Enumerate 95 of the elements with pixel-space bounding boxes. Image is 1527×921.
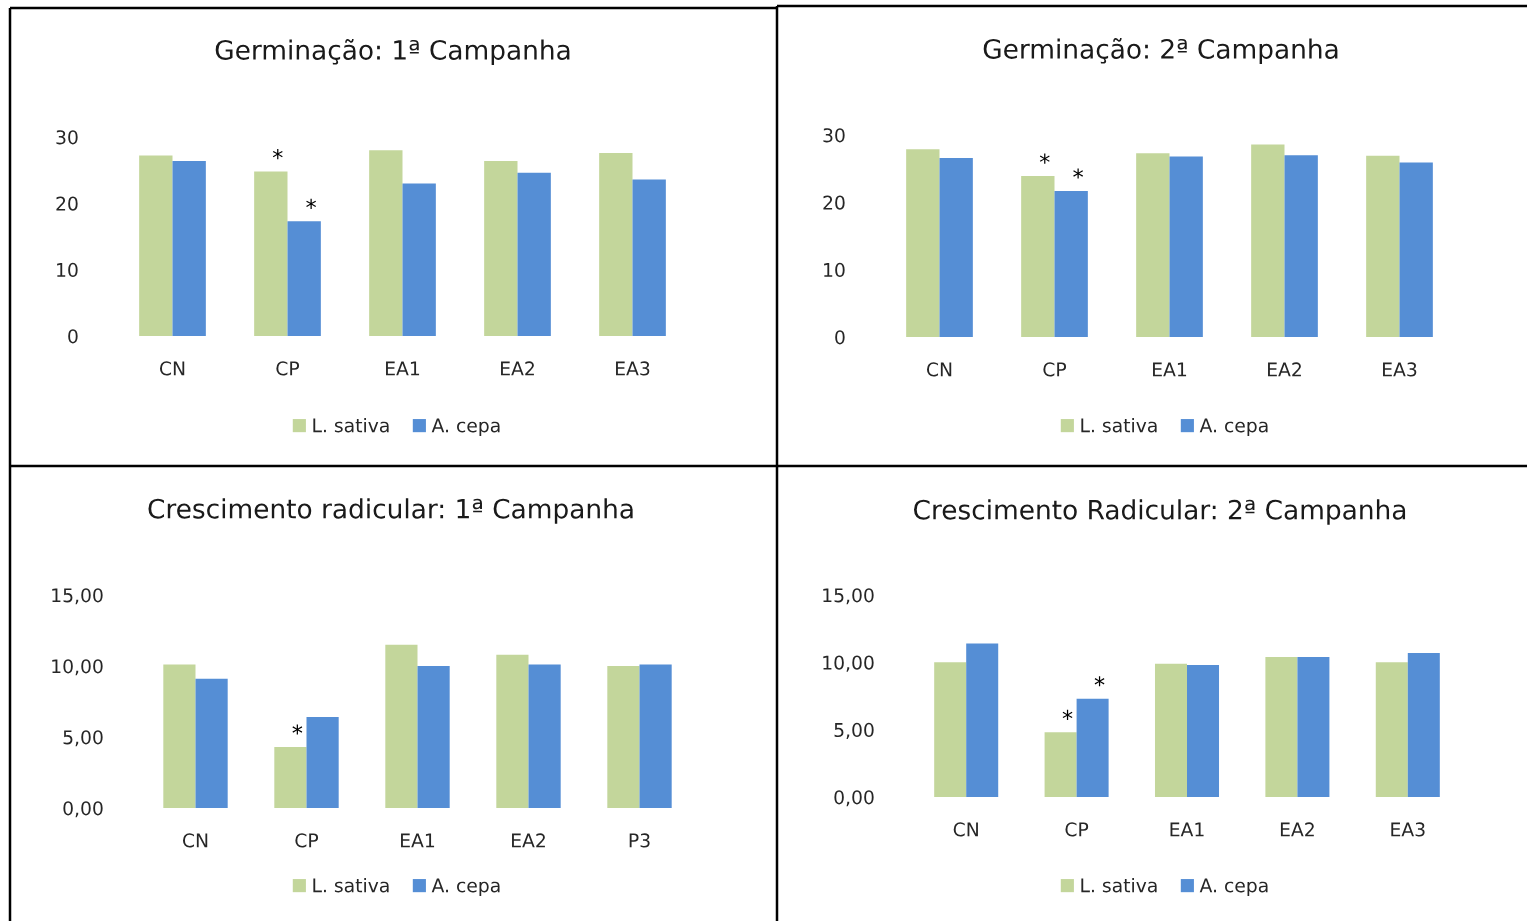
legend-label: A. cepa: [1199, 418, 1268, 437]
x-tick-label: CN: [182, 833, 208, 848]
bar: [1076, 698, 1109, 797]
bar: [254, 171, 288, 336]
legend-label: A. cepa: [431, 418, 500, 437]
annotation: *: [1039, 153, 1050, 164]
bar: [1407, 652, 1440, 797]
bar: [195, 678, 228, 808]
y-tick-label: 15,00: [52, 588, 103, 605]
y-tick-label: 20: [823, 195, 845, 210]
bar: [1284, 155, 1318, 337]
bar: [484, 160, 518, 336]
x-tick-label: EA3: [1391, 822, 1425, 837]
x-tick-label: EA2: [501, 361, 534, 376]
bar: [369, 150, 403, 336]
y-tick-label: 30: [823, 128, 845, 143]
bar: [1265, 656, 1298, 797]
bar: [632, 179, 666, 336]
bar: [1375, 662, 1408, 797]
bar: [402, 183, 436, 336]
bar: [639, 664, 672, 808]
x-tick-label: CP: [295, 833, 319, 848]
y-tick-label: 30: [56, 130, 78, 145]
annotation: *: [1073, 168, 1084, 179]
x-tick-label: CN: [953, 822, 978, 837]
x-tick-label: EA2: [1280, 822, 1314, 837]
x-tick-label: EA3: [616, 361, 650, 376]
y-tick-label: 15,00: [823, 588, 874, 605]
bar: [163, 664, 196, 808]
bar: [1399, 162, 1433, 337]
bar: [939, 157, 973, 337]
x-tick-label: CP: [1043, 362, 1067, 377]
bar: [1054, 190, 1088, 337]
x-tick-label: EA2: [1268, 362, 1301, 377]
y-tick-label: 5,00: [834, 722, 874, 739]
x-tick-label: CP: [276, 361, 300, 376]
bar: [934, 662, 967, 797]
bar: [306, 717, 339, 808]
chart-title: Crescimento Radicular: 2ª Campanha: [914, 499, 1406, 525]
bar: [172, 160, 206, 336]
bar: [1251, 144, 1285, 337]
annotation: *: [272, 148, 283, 160]
x-tick-label: EA2: [512, 833, 545, 848]
y-tick-label: 10: [57, 262, 78, 278]
bar: [607, 666, 640, 808]
x-tick-label: EA1: [401, 833, 435, 848]
y-tick-label: 0,00: [834, 790, 874, 807]
chart-title: Crescimento radicular: 1ª Campanha: [148, 498, 633, 524]
x-tick-label: CN: [159, 361, 185, 376]
bar: [1169, 156, 1203, 337]
x-tick-label: P3: [629, 833, 650, 848]
legend-label: L. sativa: [313, 417, 389, 433]
x-tick-label: EA1: [386, 361, 420, 376]
x-tick-label: EA1: [1153, 362, 1187, 377]
legend-label: A. cepa: [431, 878, 500, 897]
y-tick-label: 0: [835, 330, 845, 345]
legend-label: L. sativa: [1081, 417, 1157, 433]
bar: [274, 746, 307, 808]
annotation: *: [1062, 709, 1073, 720]
chart-title: Germinação: 2ª Campanha: [983, 38, 1338, 64]
legend-label: A. cepa: [1199, 878, 1268, 897]
chart-title: Germinação: 1ª Campanha: [215, 39, 570, 65]
bar: [496, 654, 529, 808]
bar: [417, 666, 450, 808]
y-tick-label: 10,00: [52, 659, 103, 676]
bar: [287, 221, 321, 336]
annotation: *: [292, 724, 303, 735]
bar: [1154, 663, 1187, 797]
y-tick-label: 20: [56, 196, 78, 211]
bar: [1021, 176, 1055, 337]
y-tick-label: 10: [824, 262, 845, 278]
x-tick-label: EA1: [1170, 822, 1204, 837]
x-tick-label: CP: [1065, 822, 1089, 837]
bar: [385, 644, 418, 808]
annotation: *: [306, 198, 317, 209]
y-tick-label: 5,00: [63, 730, 103, 747]
x-tick-label: EA3: [1383, 362, 1417, 377]
y-tick-label: 0: [68, 329, 78, 344]
bar: [1187, 665, 1220, 797]
x-tick-label: CN: [926, 362, 952, 377]
bar: [599, 152, 633, 336]
y-tick-label: 10,00: [823, 655, 874, 672]
bar: [517, 172, 551, 336]
bar: [528, 664, 561, 808]
bar: [1297, 656, 1330, 797]
bar: [1136, 153, 1170, 337]
bar: [966, 643, 999, 797]
legend-label: L. sativa: [1081, 877, 1157, 893]
annotation: *: [1094, 676, 1105, 687]
bar: [139, 155, 173, 336]
y-tick-label: 0,00: [63, 801, 103, 818]
bar: [906, 149, 940, 337]
legend-label: L. sativa: [313, 877, 389, 893]
bar: [1044, 732, 1077, 797]
bar: [1366, 155, 1400, 337]
